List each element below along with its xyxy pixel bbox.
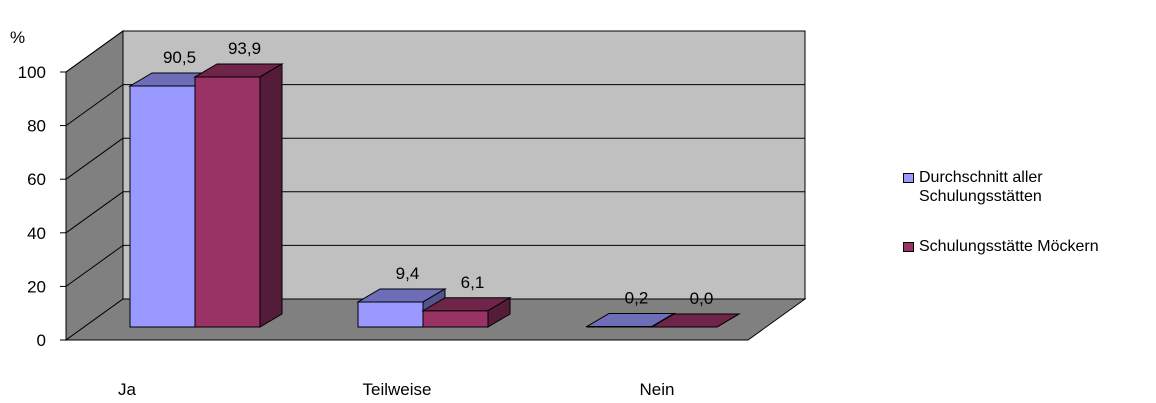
x-category-label: Nein — [640, 380, 675, 399]
side-wall — [65, 30, 124, 341]
y-axis-unit: % — [10, 28, 25, 47]
y-tick-label: 40 — [27, 224, 46, 243]
gridline-side — [65, 30, 124, 73]
bars — [128, 63, 741, 328]
gridline-side — [65, 191, 124, 234]
bar — [650, 313, 741, 328]
bar-side — [487, 296, 511, 328]
legend: Durchschnitt aller Schulungsstätten Schu… — [903, 168, 1153, 287]
y-tick-label: 100 — [18, 63, 46, 82]
data-label: 90,5 — [163, 48, 196, 67]
data-label: 0,2 — [625, 288, 649, 307]
bar — [421, 296, 512, 328]
bar-front — [194, 76, 261, 328]
bar-front — [357, 301, 424, 328]
legend-swatch — [903, 173, 914, 183]
data-labels: 90,5 93,9 9,4 6,1 0,2 0,0 — [163, 39, 713, 308]
gridline-side — [65, 244, 124, 287]
y-tick-label: 0 — [37, 331, 46, 350]
data-label: 0,0 — [690, 289, 714, 308]
data-label: 9,4 — [396, 264, 420, 283]
bar-front — [129, 85, 196, 328]
bar-front — [422, 310, 489, 328]
bar-side — [716, 313, 740, 328]
legend-swatch — [903, 242, 914, 252]
x-axis: Ja Teilweise Nein — [118, 380, 674, 399]
y-tick-label: 20 — [27, 277, 46, 296]
gridline-side — [65, 84, 124, 127]
legend-label: Schulungsstätte Möckern — [919, 238, 1099, 255]
y-tick-label: 80 — [27, 117, 46, 136]
legend-item-series-1: Durchschnitt aller Schulungsstätten — [903, 168, 1153, 206]
y-tick-label: 60 — [27, 170, 46, 189]
y-axis: 0 20 40 60 80 100% — [10, 28, 67, 350]
data-label: 93,9 — [228, 39, 261, 58]
legend-item-series-2: Schulungsstätte Möckern — [903, 237, 1153, 256]
x-category-label: Teilweise — [363, 380, 432, 399]
gridline-side — [65, 137, 124, 180]
legend-label: Durchschnitt aller Schulungsstätten — [919, 169, 1043, 205]
data-label: 6,1 — [461, 273, 485, 292]
x-category-label: Ja — [118, 380, 137, 399]
bar — [193, 63, 284, 328]
bar-side — [259, 63, 283, 328]
